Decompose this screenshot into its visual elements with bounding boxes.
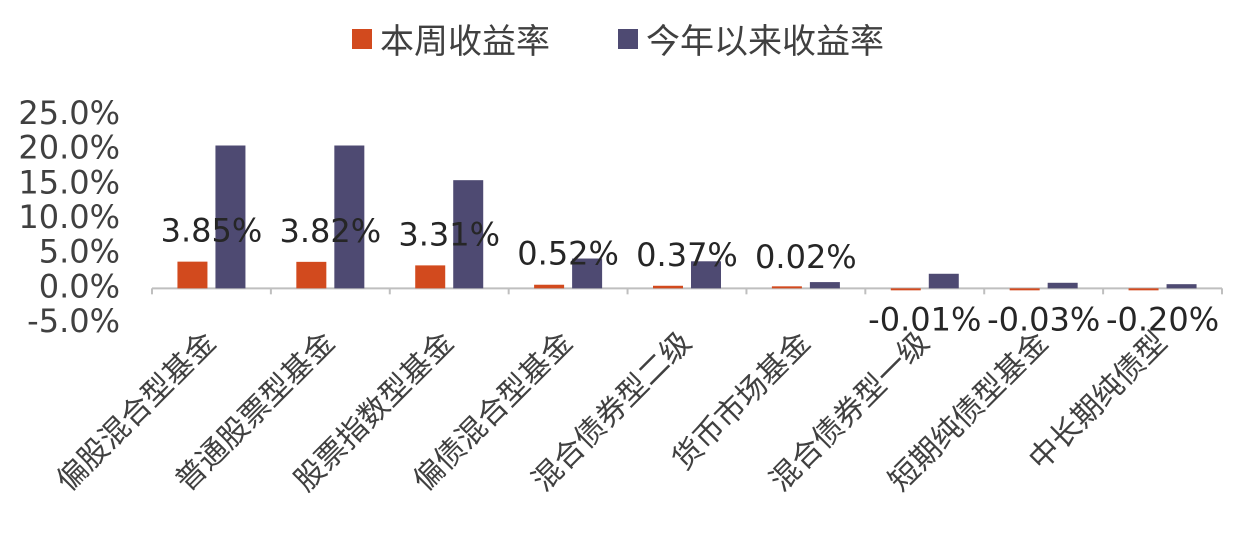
data-label-weekly: -0.01%	[868, 300, 981, 338]
bar-weekly-return	[771, 286, 802, 289]
legend-label-ytd: 今年以来收益率	[646, 22, 884, 62]
bar-ytd-return	[1166, 284, 1197, 289]
bar-ytd-return	[809, 282, 840, 289]
y-tick-label: 0.0%	[39, 267, 120, 305]
y-tick-label: 25.0%	[18, 94, 120, 132]
data-label-weekly: 3.31%	[398, 215, 500, 253]
y-tick-label: 5.0%	[39, 233, 120, 271]
bar-ytd-return	[1047, 282, 1078, 289]
data-label-weekly: 0.37%	[636, 236, 738, 274]
legend-item-weekly-return: 本周收益率	[352, 14, 550, 63]
y-tick-label: 10.0%	[18, 198, 120, 236]
data-label-weekly: -0.03%	[987, 300, 1100, 338]
bar-weekly-return	[653, 285, 683, 289]
bar-ytd-return	[572, 258, 603, 289]
bar-ytd-return	[334, 145, 365, 289]
legend-swatch-weekly	[352, 28, 372, 49]
legend-label-weekly: 本周收益率	[380, 22, 550, 62]
bar-weekly-return	[296, 261, 327, 289]
bar-ytd-return	[215, 145, 246, 289]
bar-weekly-return	[534, 284, 565, 289]
data-label-weekly: 0.52%	[517, 235, 619, 273]
bar-ytd-return	[453, 180, 484, 289]
bar-ytd-return	[691, 261, 721, 289]
data-label-weekly: 3.85%	[161, 212, 263, 250]
y-tick-label: 15.0%	[18, 163, 120, 201]
y-tick-label: -5.0%	[27, 302, 120, 340]
legend-item-ytd-return: 今年以来收益率	[618, 14, 884, 63]
bar-weekly-return	[1009, 288, 1040, 291]
data-label-weekly: 0.02%	[755, 238, 857, 276]
bar-ytd-return	[928, 273, 959, 289]
legend-swatch-ytd	[618, 28, 638, 49]
bar-weekly-return	[177, 261, 208, 289]
data-label-weekly: -0.20%	[1106, 300, 1219, 338]
bar-weekly-return	[890, 288, 921, 291]
y-tick-label: 20.0%	[18, 129, 120, 167]
chart-legend: 本周收益率 今年以来收益率	[0, 14, 1233, 62]
bar-weekly-return	[415, 265, 446, 289]
data-label-weekly: 3.82%	[280, 212, 382, 250]
bar-weekly-return	[1128, 288, 1159, 291]
